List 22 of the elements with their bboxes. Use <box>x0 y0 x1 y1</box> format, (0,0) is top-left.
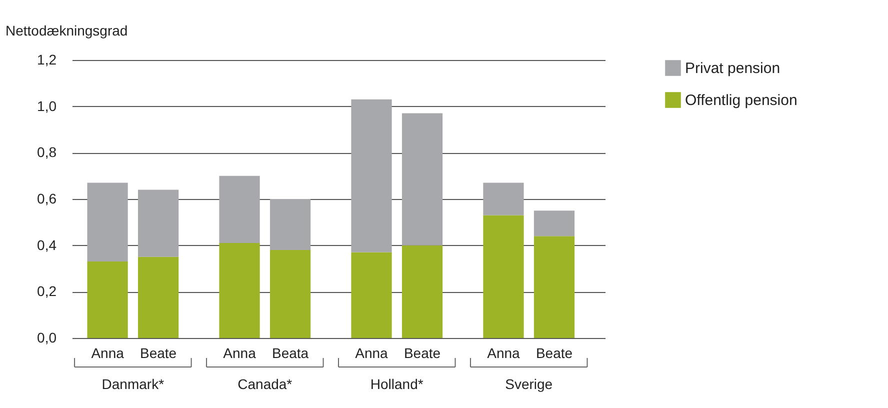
y-tick-label: 0,8 <box>37 144 57 160</box>
y-tick-label: 0,0 <box>37 330 57 346</box>
x-tick-label: Beate <box>536 345 573 361</box>
text: Holland* <box>370 376 424 392</box>
y-tick-label: 0,2 <box>37 283 57 300</box>
y-tick-label: 1,2 <box>37 52 57 68</box>
x-tick-label: Anna <box>91 345 124 361</box>
x-tick-label: Anna <box>355 345 388 361</box>
legend-label: Offentlig pension <box>685 92 798 109</box>
y-tick-label: 0,6 <box>37 190 57 206</box>
legend-label: Privat pension <box>685 60 780 77</box>
x-tick-label: Anna <box>223 345 256 361</box>
x-tick-label: Anna <box>487 345 520 361</box>
y-tick-label: 1,0 <box>37 98 57 114</box>
y-axis-title: Nettodækningsgrad <box>6 22 128 38</box>
text: Canada* <box>238 376 293 392</box>
x-tick-label: Beate <box>404 345 441 361</box>
text: Sverige <box>505 376 553 392</box>
y-tick-label: 0,4 <box>37 236 57 253</box>
text: Danmark* <box>102 376 165 392</box>
x-tick-label: Beata <box>272 345 309 361</box>
x-tick-label: Beate <box>140 345 177 361</box>
